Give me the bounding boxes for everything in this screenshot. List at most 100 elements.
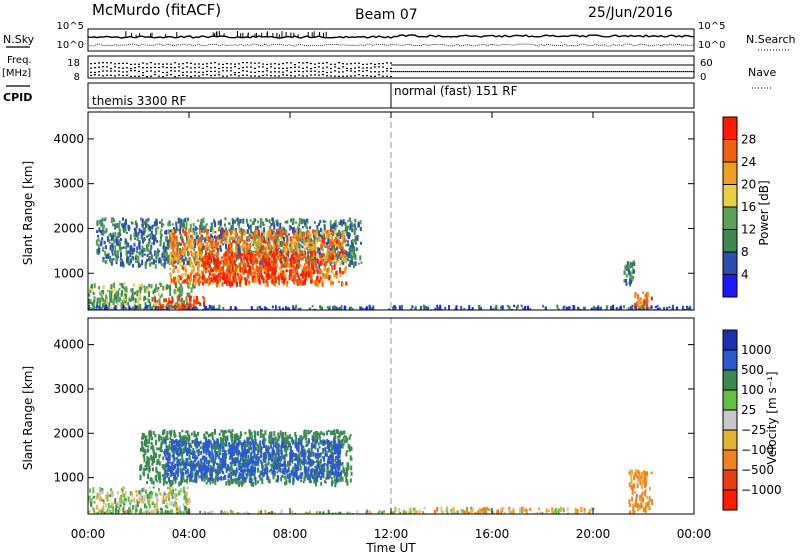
velocity-cell [234, 473, 237, 478]
power-cell [190, 295, 193, 299]
power-cell [202, 274, 205, 279]
power-cell [317, 280, 320, 284]
power-cell [96, 230, 99, 234]
freq-mark [222, 70, 224, 72]
power-cell [181, 297, 183, 302]
velocity-cell [162, 430, 164, 436]
velocity-cell [180, 462, 182, 467]
velocity-cell [251, 463, 254, 466]
power-cell [326, 241, 328, 246]
power-cell [172, 247, 175, 253]
power-cell [176, 301, 179, 305]
power-cell [202, 242, 205, 246]
velocity-cell [230, 434, 233, 439]
power-cell [153, 288, 156, 293]
velocity-cell [342, 436, 345, 441]
freq-mark [645, 71, 647, 73]
power-cell [282, 247, 285, 252]
freq-mark [469, 71, 471, 73]
freq-mark [615, 71, 617, 73]
power-cell [337, 280, 340, 283]
freq-mark [282, 74, 284, 76]
power-cell [627, 307, 630, 310]
power-cell [228, 228, 231, 231]
power-cell [163, 242, 165, 247]
power-cell [329, 280, 332, 286]
velocity-cell [337, 435, 340, 438]
power-cell [239, 235, 242, 239]
power-cell [158, 257, 161, 263]
power-cell [112, 258, 115, 261]
power-cell [234, 246, 237, 250]
velocity-cell [267, 478, 270, 483]
freq-mark [138, 63, 140, 65]
freq-mark [246, 74, 248, 76]
power-cell [251, 279, 254, 283]
freq-mark [382, 71, 384, 73]
power-cell [159, 230, 162, 236]
power-cell [210, 228, 212, 233]
freq-mark [158, 66, 160, 69]
power-cell [287, 262, 290, 268]
power-cell [89, 299, 92, 304]
power-cell [309, 226, 311, 230]
power-cell [266, 219, 269, 222]
freq-mark [483, 71, 485, 73]
power-cell [189, 301, 192, 304]
power-cell [238, 276, 241, 281]
velocity-cell [250, 442, 253, 446]
power-cell [354, 261, 357, 266]
power-cell [206, 265, 209, 271]
power-cell [111, 246, 114, 252]
velocity-cell [148, 438, 151, 445]
power-cell [194, 278, 197, 284]
freq-mark [90, 67, 92, 69]
velocity-cell [345, 471, 348, 476]
power-cell [285, 307, 288, 310]
power-cell [139, 294, 142, 299]
power-cell [330, 256, 333, 259]
velocity-cell [152, 450, 155, 453]
power-cell [217, 272, 220, 277]
velocity-cell [165, 469, 168, 473]
freq-mark [322, 74, 324, 76]
power-cell [340, 254, 343, 258]
power-cell [627, 266, 630, 272]
power-cell [190, 287, 193, 293]
power-cell [625, 282, 628, 286]
velocity-cell [205, 444, 208, 449]
power-cell [238, 226, 241, 229]
power-cell [271, 229, 274, 232]
freq-mark [310, 67, 312, 70]
velocity-cell [329, 474, 331, 479]
power-region [623, 260, 636, 287]
freq-mark [485, 71, 487, 73]
power-cell [333, 265, 336, 270]
power-cell [167, 285, 170, 289]
power-cell [210, 233, 213, 240]
power-cell [329, 275, 332, 280]
power-cell [113, 287, 116, 292]
freq-mark [421, 71, 423, 73]
power-cell [126, 231, 128, 234]
power-cell [110, 291, 113, 294]
velocity-cell [221, 443, 223, 446]
freq-mark [326, 62, 328, 64]
power-cell [296, 272, 299, 275]
power-cell [99, 297, 102, 302]
velocity-cell [224, 437, 227, 442]
velocity-cell [273, 431, 276, 437]
power-cell [149, 225, 151, 232]
power-cell [206, 242, 209, 248]
velocity-cell [203, 477, 206, 482]
power-cell [346, 225, 349, 232]
power-cell [235, 233, 238, 239]
power-cell [337, 251, 340, 256]
power-cell [277, 250, 280, 254]
velocity-cell [211, 435, 214, 441]
power-cell [190, 229, 193, 233]
power-cell [211, 273, 214, 277]
power-cell [307, 251, 310, 254]
power-cell [141, 245, 144, 252]
power-cell [137, 232, 140, 237]
